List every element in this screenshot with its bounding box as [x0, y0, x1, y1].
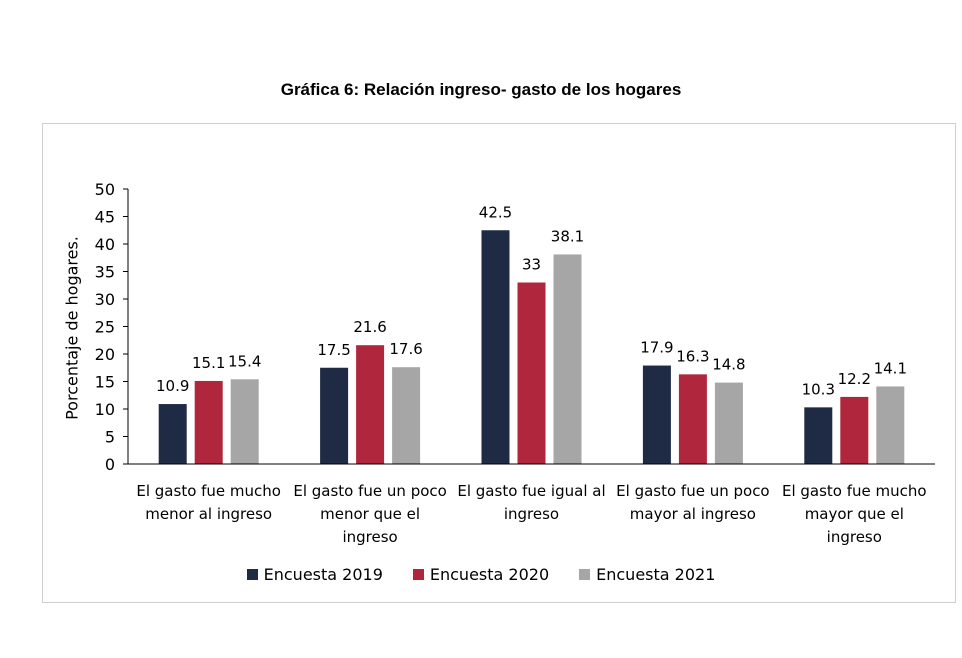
x-category-label: El gasto fue un poco menor que el ingreso: [290, 480, 450, 549]
y-axis-title: Porcentaje de hogares.: [62, 236, 82, 420]
bar: [517, 282, 546, 464]
data-label: 38.1: [551, 227, 584, 245]
data-label: 14.1: [874, 359, 907, 377]
legend-swatch: [246, 569, 258, 580]
y-tick-label: 15: [95, 373, 115, 392]
x-category-label-line: El gasto fue igual al: [457, 482, 606, 500]
y-tick-label: 35: [95, 263, 115, 282]
bar: [158, 404, 187, 464]
bar: [481, 230, 510, 464]
data-label: 15.4: [228, 352, 261, 370]
x-category-label-line: ingreso: [342, 528, 398, 546]
data-label: 17.9: [640, 339, 673, 357]
x-category-label-line: El gasto fue un poco: [616, 482, 770, 500]
legend-label: Encuesta 2019: [263, 565, 383, 584]
data-label: 16.3: [676, 347, 709, 365]
y-tick-label: 45: [95, 208, 115, 227]
data-label: 14.8: [712, 356, 745, 374]
data-label: 10.3: [802, 380, 835, 398]
legend-item: Encuesta 2019: [246, 565, 383, 584]
bar: [804, 407, 833, 464]
y-tick-label: 30: [95, 290, 115, 309]
data-label: 42.5: [479, 203, 512, 221]
y-tick-label: 40: [95, 235, 115, 254]
x-category-label: El gasto fue mucho menor al ingreso: [129, 480, 289, 526]
x-category-label: El gasto fue mucho mayor que el ingreso: [774, 480, 934, 549]
legend-item: Encuesta 2020: [412, 565, 550, 584]
y-tick-label: 10: [95, 400, 115, 419]
x-category-label-line: menor que el: [320, 505, 421, 523]
bar: [194, 380, 223, 464]
data-label: 21.6: [353, 318, 386, 336]
bar: [840, 396, 869, 464]
bar: [392, 367, 421, 464]
data-label: 17.6: [389, 340, 422, 358]
bar: [642, 365, 671, 464]
bar: [320, 367, 349, 464]
bars: [158, 230, 905, 464]
bar: [876, 386, 905, 464]
y-tick-label: 5: [105, 428, 115, 447]
x-category-label-line: El gasto fue mucho: [136, 482, 281, 500]
x-category-label-line: ingreso: [503, 505, 560, 523]
x-category-label: El gasto fue igual al ingreso: [452, 480, 612, 526]
chart-frame: [42, 123, 956, 603]
x-category-label: El gasto fue un poco mayor al ingreso: [613, 480, 773, 526]
legend-swatch: [412, 569, 424, 580]
y-tick-label: 0: [105, 455, 115, 474]
data-label: 33: [522, 256, 541, 274]
legend-swatch: [579, 569, 591, 580]
y-axis-ticks: 0 5 10 15 20 25 30 35 40 45 50: [95, 180, 128, 474]
legend-label: Encuesta 2021: [596, 565, 716, 584]
y-tick-label: 50: [95, 180, 115, 199]
x-category-label-line: ingreso: [826, 528, 882, 546]
legend-item: Encuesta 2021: [579, 565, 715, 584]
x-category-label-line: menor al ingreso: [145, 505, 273, 523]
y-tick-label: 25: [95, 318, 115, 337]
y-tick-label: 20: [95, 345, 115, 364]
data-labels: 10.915.1 15.4 17.521.617.6 42.5 33 38.1 17.9 16…: [156, 203, 907, 398]
data-label: 12.2: [838, 370, 871, 388]
x-category-label-line: mayor al ingreso: [629, 505, 756, 523]
data-label: 15.1: [192, 354, 225, 372]
bar: [230, 379, 259, 464]
chart-title: Gráfica 6: Relación ingreso- gasto de lo…: [280, 80, 682, 99]
bar: [553, 254, 582, 464]
x-category-label-line: mayor que el: [804, 505, 904, 523]
bar: [356, 345, 385, 464]
data-label: 10.9: [156, 377, 189, 395]
data-label: 17.5: [317, 341, 350, 359]
legend-label: Encuesta 2020: [429, 565, 550, 584]
x-category-label-line: El gasto fue un poco: [293, 482, 447, 500]
x-category-label-line: El gasto fue mucho: [781, 482, 927, 500]
bar: [678, 374, 707, 464]
legend: Encuesta 2019 Encuesta 2020 Encuesta 2021: [0, 565, 962, 584]
bar: [714, 382, 743, 464]
